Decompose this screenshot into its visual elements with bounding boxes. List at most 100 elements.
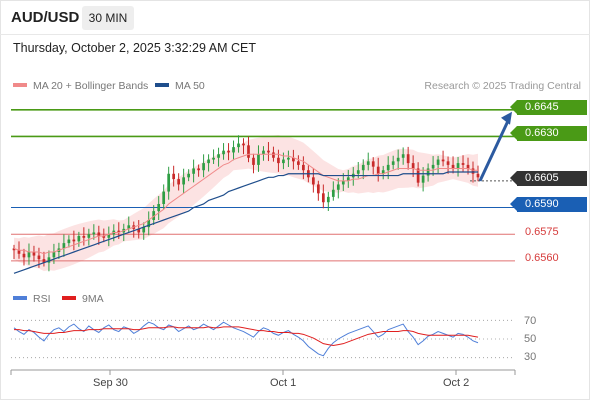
- candle-body: [311, 177, 315, 185]
- candle-body: [396, 157, 400, 162]
- ma50-line: [13, 171, 478, 274]
- candle-body: [316, 184, 320, 194]
- candle-body: [257, 154, 260, 165]
- candle-body: [47, 257, 51, 263]
- candle-body: [62, 243, 66, 249]
- x-tick-oct2: Oct 2: [443, 377, 470, 389]
- candle-body: [247, 145, 250, 158]
- projection-line: [478, 118, 511, 182]
- ma20-swatch: [13, 83, 27, 88]
- level-tag-r1: 0.6645: [510, 100, 587, 115]
- ma20-label: MA 20 + Bollinger Bands: [33, 80, 149, 92]
- candle-body: [42, 259, 46, 263]
- candle-body: [82, 236, 86, 238]
- rsi-tick-50: 50: [524, 333, 537, 345]
- level-tag-pivot: 0.6590: [510, 197, 587, 212]
- x-tick-sep30: Sep 30: [93, 377, 128, 389]
- candle-body: [102, 236, 106, 238]
- candle-body: [456, 163, 460, 169]
- candle-body: [232, 147, 235, 153]
- candle-body: [386, 164, 390, 171]
- candle-body: [371, 161, 375, 167]
- candle-body: [406, 154, 410, 164]
- candle-body: [157, 204, 161, 212]
- candle-body: [72, 239, 76, 242]
- copyright: Research © 2025 Trading Central: [424, 80, 581, 92]
- legend-rsi: RSI: [13, 293, 51, 305]
- candle-body: [267, 150, 270, 153]
- candle-body: [167, 173, 171, 192]
- candle-body: [67, 239, 71, 244]
- projection-arrow: [478, 111, 512, 182]
- timeframe-button[interactable]: 30 MIN: [82, 6, 134, 30]
- level-label-s2: 0.6560: [525, 252, 559, 264]
- ma20-line: [13, 153, 478, 255]
- chart-header: AUD/USD 30 MIN: [0, 0, 588, 34]
- candle-body: [192, 168, 195, 174]
- timestamp: Thursday, October 2, 2025 3:32:29 AM CET: [13, 41, 256, 55]
- candle-body: [326, 196, 330, 203]
- candle-body: [381, 170, 385, 174]
- candle-body: [466, 164, 470, 169]
- level-label-s1: 0.6575: [525, 226, 559, 238]
- candle-body: [451, 164, 455, 169]
- candle-body: [172, 173, 176, 180]
- x-axis: [10, 369, 516, 375]
- candle-body: [321, 193, 325, 203]
- x-tick-oct1: Oct 1: [270, 377, 297, 389]
- candle-body: [391, 161, 395, 165]
- candle-body: [356, 170, 360, 174]
- candle-body: [77, 236, 81, 242]
- candle-body: [242, 143, 245, 146]
- candle-body: [127, 225, 131, 229]
- candle-body: [471, 168, 475, 174]
- candle-body: [331, 189, 335, 197]
- projection-arrowhead: [501, 111, 512, 125]
- candle-body: [401, 154, 405, 158]
- candle-body: [282, 159, 285, 164]
- rsi-swatch: [13, 296, 27, 301]
- moving-averages: [13, 153, 478, 274]
- candle-body: [92, 232, 96, 235]
- rsi-tick-70: 70: [524, 315, 537, 327]
- candle-body: [117, 230, 121, 233]
- candle-body: [222, 150, 225, 155]
- level-lines: [11, 108, 515, 262]
- ma50-label: MA 50: [175, 80, 205, 92]
- candle-body: [476, 173, 480, 178]
- candle-body: [197, 168, 200, 171]
- candle-body: [152, 211, 156, 220]
- candle-body: [416, 168, 420, 183]
- candle-body: [17, 250, 21, 254]
- candle-body: [37, 255, 41, 260]
- candle-body: [237, 143, 240, 148]
- candle-body: [262, 150, 265, 155]
- candle-body: [27, 252, 31, 258]
- rsi-tick-30: 30: [524, 351, 537, 363]
- candle-body: [376, 166, 380, 174]
- rsi-label: RSI: [33, 293, 51, 305]
- level-tag-r2: 0.6630: [510, 126, 587, 141]
- rsi-line: [13, 321, 479, 357]
- candle-body: [107, 234, 111, 238]
- candle-body: [411, 163, 415, 169]
- candle-body: [341, 180, 345, 185]
- candle-body: [177, 179, 181, 185]
- candle-body: [272, 152, 275, 158]
- candle-body: [22, 253, 26, 258]
- candle-body: [52, 252, 56, 258]
- candle-body: [137, 228, 141, 233]
- candle-body: [227, 150, 230, 153]
- candle-body: [147, 220, 151, 228]
- candles: [12, 135, 480, 272]
- candle-body: [297, 161, 300, 165]
- candle-body: [212, 157, 215, 160]
- candle-body: [426, 168, 430, 176]
- candle-body: [32, 252, 36, 256]
- candle-body: [346, 177, 350, 181]
- rsi-ma-label: 9MA: [82, 293, 104, 305]
- candle-body: [187, 173, 190, 178]
- candle-body: [217, 154, 220, 158]
- candle-body: [182, 177, 185, 185]
